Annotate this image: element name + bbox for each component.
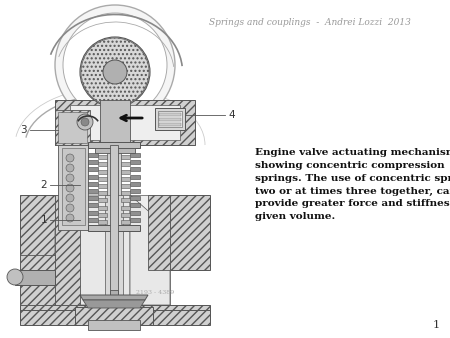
Polygon shape (55, 195, 170, 305)
Circle shape (66, 204, 74, 212)
Polygon shape (88, 167, 98, 171)
Polygon shape (80, 295, 148, 300)
Polygon shape (98, 206, 107, 210)
Polygon shape (148, 195, 170, 270)
Circle shape (66, 154, 74, 162)
Circle shape (66, 194, 74, 202)
Polygon shape (88, 189, 98, 193)
Polygon shape (20, 255, 55, 305)
Polygon shape (159, 118, 181, 121)
Polygon shape (121, 162, 130, 166)
Polygon shape (88, 225, 140, 231)
Text: Engine valve actuating mechanism,
showing concentric compression
springs. The us: Engine valve actuating mechanism, showin… (255, 148, 450, 221)
Polygon shape (98, 162, 107, 166)
Polygon shape (98, 213, 107, 217)
Polygon shape (110, 290, 118, 300)
Polygon shape (130, 182, 140, 186)
Text: 4: 4 (228, 110, 234, 120)
Polygon shape (88, 182, 98, 186)
Polygon shape (98, 184, 107, 188)
Polygon shape (121, 177, 130, 181)
Polygon shape (88, 196, 98, 200)
Polygon shape (88, 175, 98, 178)
Polygon shape (70, 105, 180, 140)
Polygon shape (15, 270, 55, 285)
Polygon shape (88, 160, 98, 164)
Polygon shape (98, 191, 107, 195)
Polygon shape (55, 195, 130, 305)
Polygon shape (20, 310, 210, 325)
Text: 2193 - 4389: 2193 - 4389 (136, 290, 174, 294)
Text: 1: 1 (40, 215, 47, 225)
Polygon shape (55, 100, 195, 145)
Polygon shape (98, 170, 107, 173)
Circle shape (66, 184, 74, 192)
Circle shape (7, 269, 23, 285)
Polygon shape (121, 191, 130, 195)
Polygon shape (75, 307, 153, 325)
Polygon shape (62, 148, 85, 225)
Polygon shape (88, 320, 140, 330)
Circle shape (77, 114, 93, 130)
Polygon shape (130, 189, 140, 193)
Polygon shape (20, 305, 210, 320)
Polygon shape (130, 167, 140, 171)
Polygon shape (155, 108, 185, 130)
Text: 1: 1 (433, 320, 440, 330)
Polygon shape (88, 218, 98, 222)
Polygon shape (110, 145, 118, 295)
Text: 3: 3 (20, 125, 27, 135)
Polygon shape (88, 203, 98, 207)
Polygon shape (20, 195, 55, 315)
Polygon shape (130, 153, 140, 157)
Polygon shape (130, 218, 140, 222)
Polygon shape (130, 196, 140, 200)
Polygon shape (55, 195, 80, 305)
Polygon shape (159, 123, 181, 126)
Polygon shape (121, 198, 130, 202)
Polygon shape (158, 111, 182, 127)
Text: Springs and couplings  -  Andrei Lozzi  2013: Springs and couplings - Andrei Lozzi 201… (209, 18, 411, 27)
Polygon shape (98, 155, 107, 159)
Polygon shape (130, 211, 140, 215)
Polygon shape (170, 195, 210, 270)
Polygon shape (121, 170, 130, 173)
Circle shape (66, 214, 74, 222)
Polygon shape (105, 195, 123, 305)
Circle shape (66, 164, 74, 172)
Polygon shape (130, 195, 170, 305)
Text: 2: 2 (40, 180, 47, 190)
Polygon shape (95, 148, 135, 153)
Polygon shape (130, 203, 140, 207)
Circle shape (81, 118, 89, 126)
Polygon shape (83, 300, 145, 308)
Circle shape (63, 13, 167, 117)
Polygon shape (107, 148, 121, 265)
Polygon shape (121, 155, 130, 159)
Polygon shape (121, 220, 130, 224)
Circle shape (103, 60, 127, 84)
Polygon shape (88, 153, 98, 157)
Polygon shape (121, 184, 130, 188)
Polygon shape (98, 220, 107, 224)
Polygon shape (58, 145, 88, 230)
Polygon shape (130, 175, 140, 178)
Polygon shape (130, 160, 140, 164)
Polygon shape (121, 213, 130, 217)
Circle shape (81, 38, 149, 106)
Polygon shape (98, 177, 107, 181)
Polygon shape (100, 100, 130, 145)
Polygon shape (88, 211, 98, 215)
Polygon shape (98, 198, 107, 202)
Polygon shape (121, 206, 130, 210)
Circle shape (80, 37, 150, 107)
Circle shape (55, 5, 175, 125)
Circle shape (66, 174, 74, 182)
Polygon shape (58, 112, 87, 143)
Polygon shape (159, 113, 181, 116)
Polygon shape (88, 142, 140, 148)
Polygon shape (55, 110, 90, 145)
